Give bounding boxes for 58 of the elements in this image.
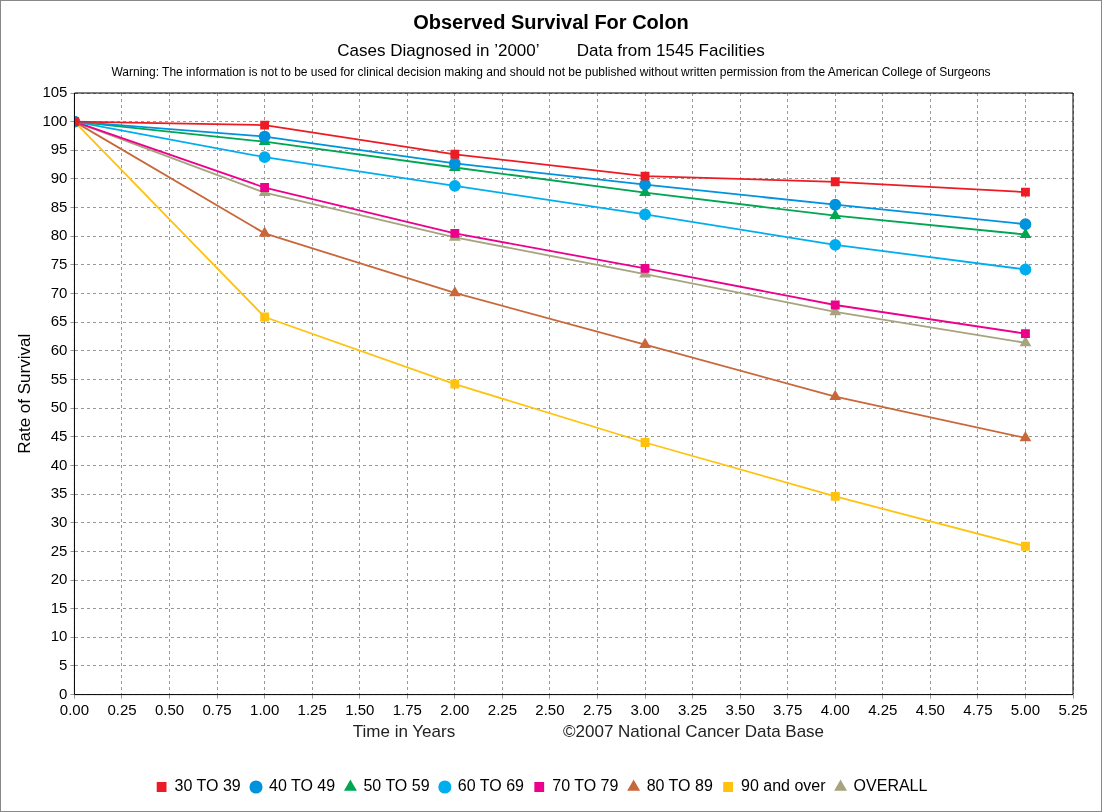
x-tick-label: 0.00	[59, 700, 90, 718]
y-tick-label: 70	[50, 283, 68, 301]
legend-label: 70 TO 79	[552, 777, 619, 795]
x-tick-label: 1.25	[297, 700, 327, 718]
chart-title: Observed Survival For Colon	[412, 11, 690, 34]
y-tick-label: 40	[50, 455, 68, 473]
y-tick-label: 65	[50, 312, 68, 330]
y-tick-label: 10	[50, 627, 68, 645]
y-tick-label: 15	[50, 598, 68, 616]
y-tick-label: 5	[59, 656, 68, 674]
x-tick-label: 2.50	[535, 700, 565, 718]
x-tick-label: 4.25	[868, 700, 898, 718]
y-tick-label: 35	[50, 484, 68, 502]
y-tick-label: 90	[50, 169, 68, 187]
chart-subtitle: Cases Diagnosed in ’2000’ Data from 1545 Facilities	[336, 41, 766, 61]
legend-label: 50 TO 59	[363, 777, 430, 795]
x-tick-label: 1.50	[345, 700, 375, 718]
y-tick-label: 50	[50, 398, 68, 416]
y-tick-label: 100	[42, 111, 68, 129]
y-tick-label: 45	[50, 426, 68, 444]
x-tick-label: 4.50	[915, 700, 945, 718]
x-tick-label: 1.75	[392, 700, 422, 718]
y-tick-label: 75	[50, 255, 68, 273]
y-tick-label: 30	[50, 512, 68, 530]
x-tick-label: 4.00	[820, 700, 850, 718]
x-tick-label: 0.50	[154, 700, 185, 718]
x-tick-label: 2.75	[582, 700, 613, 718]
legend-label: 40 TO 49	[269, 777, 336, 795]
y-tick-label: 25	[50, 541, 68, 559]
x-tick-label: 0.75	[202, 700, 232, 718]
x-tick-label: 4.75	[963, 700, 993, 718]
x-tick-label: 2.25	[487, 700, 517, 718]
y-tick-label: 20	[50, 570, 68, 588]
y-tick-label: 80	[50, 226, 68, 244]
y-axis-title: Rate of Survival	[14, 333, 34, 454]
y-tick-label: 85	[50, 197, 68, 215]
legend-label: 80 TO 89	[646, 777, 713, 795]
text: Warning: The information is not to be used for clinical decision making and should not be published without written permission from the American College of Surgeons	[110, 65, 992, 79]
x-axis-title: Time in Years	[352, 722, 456, 742]
y-tick-label: 60	[50, 340, 68, 358]
y-tick-label: 0	[59, 684, 68, 702]
x-tick-label: 3.25	[677, 700, 708, 718]
x-tick-label: 3.00	[630, 700, 660, 718]
y-tick-label: 55	[50, 369, 68, 387]
text: ©2007 National Cancer Data Base	[563, 722, 825, 742]
y-tick-label: 95	[50, 140, 68, 158]
x-tick-label: 0.25	[107, 700, 137, 718]
legend-label: 60 TO 69	[457, 777, 525, 795]
legend-label: OVERALL	[853, 777, 928, 795]
x-tick-label: 3.50	[725, 700, 755, 718]
x-tick-label: 5.25	[1058, 700, 1088, 718]
legend-label: 90 and over	[741, 777, 827, 795]
y-tick-label: 105	[42, 83, 68, 101]
x-tick-label: 3.75	[773, 700, 803, 718]
x-tick-label: 5.00	[1010, 700, 1041, 718]
x-tick-label: 2.00	[440, 700, 470, 718]
x-tick-label: 1.00	[250, 700, 280, 718]
legend-label: 30 TO 39	[174, 777, 241, 795]
